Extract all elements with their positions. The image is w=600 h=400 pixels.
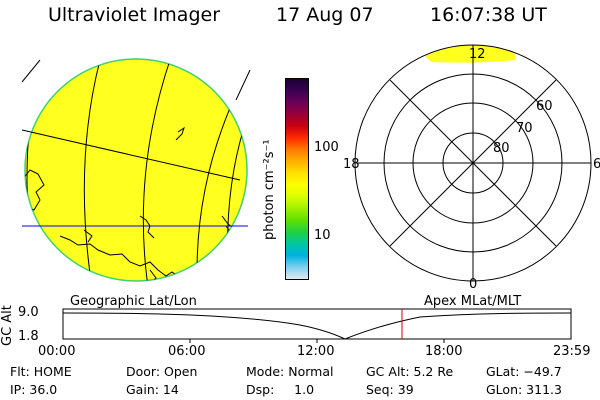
gain-value: Gain: 14 [126, 382, 179, 397]
mlt-diagonal [389, 79, 557, 247]
dsp-value: Dsp: 1.0 [246, 382, 315, 397]
colorbar-tick-100: 100 [314, 140, 339, 155]
mlat-label-70: 70 [516, 121, 533, 136]
mlat-label-60: 60 [536, 99, 553, 114]
title-bar: Ultraviolet Imager 17 Aug 07 16:07:38 UT [0, 4, 600, 30]
altitude-axis-label: GC Alt [0, 305, 15, 346]
polar-image-panel: 12 18 6 0 60 70 80 [343, 44, 600, 292]
altitude-plot [62, 308, 572, 343]
observation-date: 17 Aug 07 [276, 4, 374, 26]
colorbar-unit-label: photon cm⁻²s⁻¹ [262, 139, 277, 240]
time-tick-2359: 23:59 [553, 344, 591, 359]
mode-status: Mode: Normal [246, 364, 334, 379]
mlt-label-0: 0 [469, 277, 477, 292]
ip-value: IP: 36.0 [10, 382, 58, 397]
observation-time: 16:07:38 UT [430, 4, 547, 26]
altitude-curve [62, 312, 572, 340]
time-tick-0600: 06:00 [168, 344, 206, 359]
mlt-label-12: 12 [469, 47, 486, 62]
gc-altitude: GC Alt: 5.2 Re [366, 364, 454, 379]
instrument-name: Ultraviolet Imager [48, 4, 221, 26]
grid-line-outside [235, 69, 251, 101]
door-status: Door: Open [126, 364, 198, 379]
colorbar-tick-10: 10 [314, 228, 331, 243]
time-tick-0000: 00:00 [38, 344, 76, 359]
mlt-label-18: 18 [343, 157, 360, 172]
polar-panel-label: Apex MLat/MLT [424, 294, 522, 309]
geo-panel-label: Geographic Lat/Lon [70, 294, 197, 309]
altitude-tick-high: 9.0 [18, 305, 39, 320]
sequence-number: Seq: 39 [366, 382, 414, 397]
grid-line-outside [21, 59, 41, 83]
altitude-tick-low: 1.8 [18, 329, 39, 344]
time-tick-1800: 18:00 [425, 344, 463, 359]
mlat-label-80: 80 [493, 141, 510, 156]
latitude-line [21, 129, 241, 181]
auroral-emission [425, 45, 516, 63]
colorbar-gradient [286, 79, 308, 279]
earth-disc [24, 58, 248, 282]
mlt-label-6: 6 [593, 157, 600, 172]
time-tick-1200: 12:00 [297, 344, 335, 359]
geographic-latitude: GLat: −49.7 [486, 364, 562, 379]
colorbar [285, 78, 309, 280]
geographic-longitude: GLon: 311.3 [486, 382, 562, 397]
geographic-image-panel [21, 58, 251, 282]
flight-status: Flt: HOME [10, 364, 72, 379]
